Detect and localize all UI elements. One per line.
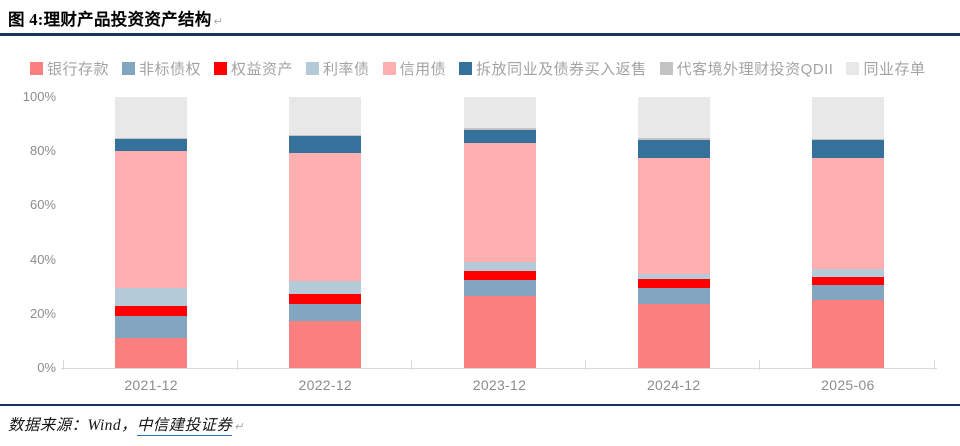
x-axis-tick: [585, 360, 587, 370]
data-source-publisher-link[interactable]: 中信建投证券: [136, 417, 233, 436]
bar-segment-信用债: [289, 153, 362, 282]
legend-swatch-icon: [846, 61, 860, 75]
x-axis-tick: [62, 360, 64, 370]
bar-segment-拆放同业及债券买入返售: [115, 139, 188, 152]
legend-swatch-icon: [459, 61, 473, 75]
bar-segment-权益资产: [637, 279, 710, 288]
bar-segment-拆放同业及债券买入返售: [289, 135, 362, 154]
bar-segment-银行存款: [115, 337, 188, 368]
bar-segment-非标债权: [811, 285, 884, 301]
legend-label: 代客境外理财投资QDII: [676, 60, 834, 78]
bar-segment-权益资产: [115, 305, 188, 316]
bar-segment-同业存单: [811, 97, 884, 139]
stacked-bar-2021-12: [115, 97, 188, 368]
bar-segment-代客境外理财投资QDII: [115, 137, 188, 140]
bar-segment-非标债权: [637, 287, 710, 304]
legend-swatch-icon: [30, 61, 43, 75]
x-axis-tick: [410, 360, 412, 370]
bar-segment-同业存单: [637, 97, 710, 139]
x-axis-category-label: 2022-12: [298, 377, 353, 393]
bar-segment-利率债: [637, 274, 710, 280]
y-axis-tick-label: 80%: [29, 143, 56, 159]
legend-item-3: 权益资产: [214, 58, 293, 79]
x-axis-category-label: 2025-06: [821, 377, 875, 393]
paragraph-mark-icon: ↵: [234, 421, 244, 433]
legend-label: 同业存单: [863, 60, 926, 78]
stacked-bar-2023-12: [463, 97, 536, 368]
bar-segment-利率债: [289, 281, 362, 294]
legend-item-6: 拆放同业及债券买入返售: [459, 58, 647, 79]
stacked-bar-2024-12: [637, 97, 710, 368]
legend-label: 拆放同业及债券买入返售: [476, 60, 647, 78]
bar-segment-拆放同业及债券买入返售: [637, 139, 710, 159]
data-source-note: 数据来源：Wind，中信建投证券 ↵: [8, 413, 244, 436]
bar-segment-拆放同业及债券买入返售: [811, 139, 884, 159]
bar-segment-银行存款: [463, 296, 536, 368]
bar-segment-拆放同业及债券买入返售: [463, 129, 536, 143]
figure-title-text: 图 4:理财产品投资资产结构: [8, 10, 212, 29]
legend-swatch-icon: [214, 61, 228, 75]
y-axis-tick-label: 20%: [29, 305, 56, 321]
bar-segment-信用债: [637, 158, 710, 275]
bar-segment-同业存单: [289, 97, 362, 135]
legend-item-5: 信用债: [382, 58, 447, 79]
x-axis-line: [61, 368, 937, 369]
y-axis-tick-label: 40%: [29, 251, 56, 267]
y-axis-tick-label: 0%: [37, 360, 56, 375]
bar-segment-同业存单: [463, 97, 536, 129]
x-axis-tick: [236, 360, 238, 370]
bar-segment-利率债: [115, 288, 188, 306]
bar-segment-权益资产: [811, 276, 884, 286]
legend-item-1: 银行存款: [30, 58, 109, 79]
bar-segment-非标债权: [463, 280, 536, 297]
footer-divider-rule: [0, 404, 960, 406]
legend-swatch-icon: [122, 61, 136, 75]
legend-label: 权益资产: [231, 60, 294, 78]
bar-segment-权益资产: [289, 293, 362, 304]
x-axis-tick: [759, 360, 761, 370]
y-axis-tick-label: 60%: [29, 197, 56, 213]
bar-segment-代客境外理财投资QDII: [811, 138, 884, 140]
legend-item-2: 非标债权: [122, 58, 201, 79]
legend-swatch-icon: [659, 61, 673, 75]
bar-segment-利率债: [811, 268, 884, 277]
title-divider-rule: [0, 33, 960, 36]
legend-label: 银行存款: [47, 60, 110, 78]
stacked-bar-2022-12: [289, 97, 362, 368]
x-axis-category-label: 2024-12: [646, 377, 701, 393]
bar-segment-银行存款: [811, 300, 884, 368]
bar-segment-非标债权: [289, 303, 362, 322]
bar-segment-代客境外理财投资QDII: [463, 128, 536, 130]
figure-title: 图 4:理财产品投资资产结构 ↵: [8, 6, 223, 30]
data-source-prefix: 数据来源：Wind，: [8, 417, 137, 434]
bar-segment-权益资产: [463, 271, 536, 281]
bar-segment-同业存单: [115, 97, 188, 138]
y-axis-tick-label: 100%: [22, 89, 56, 104]
legend-swatch-icon: [306, 61, 320, 75]
bar-segment-非标债权: [115, 315, 188, 338]
x-axis-category-label: 2021-12: [124, 377, 178, 393]
bar-segment-利率债: [463, 261, 536, 272]
bar-segment-银行存款: [637, 303, 710, 368]
bar-segment-银行存款: [289, 321, 362, 368]
bar-segment-信用债: [811, 158, 884, 269]
legend-swatch-icon: [382, 61, 396, 75]
legend-item-4: 利率债: [306, 58, 370, 79]
x-axis-tick: [933, 360, 935, 370]
legend-label: 非标债权: [139, 60, 202, 78]
bar-segment-代客境外理财投资QDII: [289, 134, 362, 136]
bar-segment-信用债: [463, 142, 536, 262]
bar-segment-信用债: [115, 151, 188, 289]
legend-label: 信用债: [399, 60, 447, 78]
paragraph-mark-icon: ↵: [213, 16, 224, 28]
bar-segment-代客境外理财投资QDII: [637, 138, 710, 140]
legend-label: 利率债: [323, 60, 370, 78]
legend-item-7: 代客境外理财投资QDII: [659, 58, 834, 79]
stacked-bar-2025-06: [811, 97, 884, 368]
chart-legend: 银行存款 非标债权 权益资产 利率债 信用债 拆放同业及债券买入返售 代客境外理财投资QDI…: [30, 57, 955, 79]
x-axis-category-label: 2023-12: [472, 377, 527, 393]
legend-item-8: 同业存单: [846, 58, 925, 79]
